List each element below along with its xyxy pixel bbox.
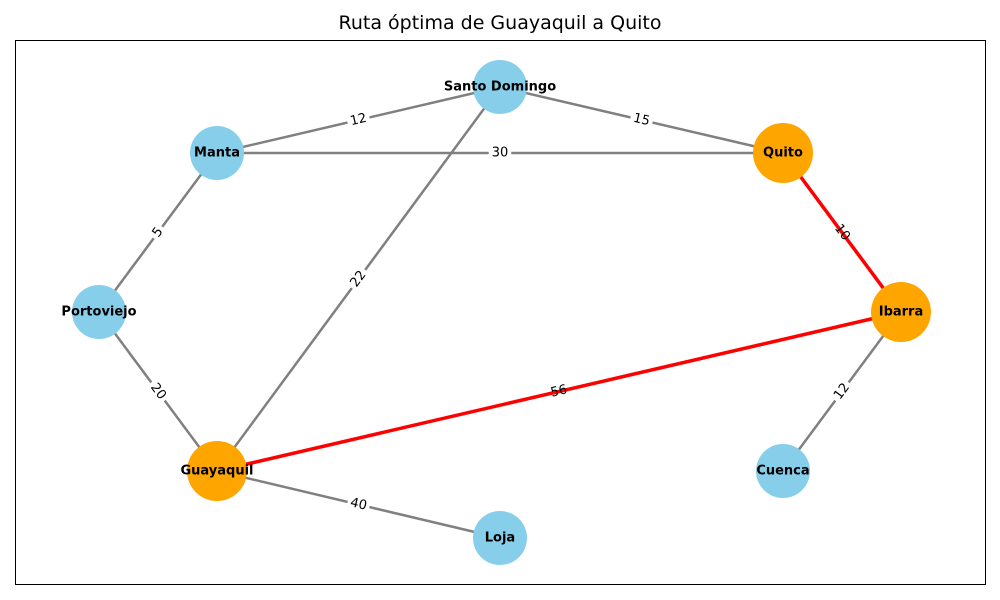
edge-weight-ibarra-cuenca: 12 <box>828 377 856 406</box>
node-label: Guayaquil <box>180 464 253 479</box>
node-manta: Manta <box>190 126 244 180</box>
nodes-layer: Santo Domingo Manta Quito Portoviejo Ibarra G… <box>61 60 931 565</box>
node-circle <box>473 60 527 114</box>
edge-weight-guayaquil-loja: 40 <box>345 493 372 516</box>
edge-weight-guayaquil-santo_domingo: 22 <box>344 264 373 294</box>
node-circle <box>473 511 527 565</box>
edge-weight-manta-quito: 30 <box>488 144 512 162</box>
node-portoviejo: Portoviejo <box>61 285 137 339</box>
node-label: Ibarra <box>879 305 924 320</box>
edge-weight-text: 12 <box>349 111 369 129</box>
node-circle <box>756 444 810 498</box>
node-cuenca: Cuenca <box>756 444 810 498</box>
edge-weight-background <box>146 221 170 244</box>
edge-weight-guayaquil-ibarra: 56 <box>549 382 569 400</box>
node-label: Quito <box>763 146 803 161</box>
node-santo_domingo: Santo Domingo <box>444 60 556 114</box>
node-quito: Quito <box>753 123 813 183</box>
node-circle <box>753 123 813 183</box>
node-label: Loja <box>485 531 515 546</box>
edge-guayaquil-ibarra <box>216 310 902 473</box>
node-circle <box>871 282 931 342</box>
edge-weight-manta-santo_domingo: 12 <box>345 109 372 131</box>
edge-weight-background <box>345 109 372 131</box>
node-circle <box>190 126 244 180</box>
node-guayaquil: Guayaquil <box>180 441 254 501</box>
edge-quito-ibarra <box>781 151 903 314</box>
edge-weight-background <box>828 377 856 406</box>
edge-weight-manta-portoviejo: 5 <box>146 221 170 244</box>
edge-weight-text: 30 <box>492 146 509 161</box>
node-circle <box>72 285 126 339</box>
node-ibarra: Ibarra <box>871 282 931 342</box>
edge-weight-background <box>628 109 655 131</box>
edge-weight-santo_domingo-quito: 15 <box>628 109 655 131</box>
edge-weight-background <box>345 493 372 516</box>
edge-weight-background <box>144 377 172 406</box>
chart-title: Ruta óptima de Guayaquil a Quito <box>338 12 662 34</box>
node-label: Manta <box>194 146 240 161</box>
node-label: Cuenca <box>756 464 809 479</box>
edge-weight-background <box>488 144 512 162</box>
node-circle <box>187 441 247 501</box>
edge-weight-portoviejo-guayaquil: 20 <box>144 377 172 406</box>
node-loja: Loja <box>473 511 527 565</box>
node-label: Portoviejo <box>61 305 136 320</box>
plot-frame <box>15 40 986 585</box>
node-label: Santo Domingo <box>444 80 556 95</box>
edge-weight-text: 40 <box>349 495 369 513</box>
edge-weight-text: 56 <box>549 382 569 400</box>
edge-weight-text: 15 <box>632 111 652 129</box>
edge-weight-background <box>344 264 373 294</box>
